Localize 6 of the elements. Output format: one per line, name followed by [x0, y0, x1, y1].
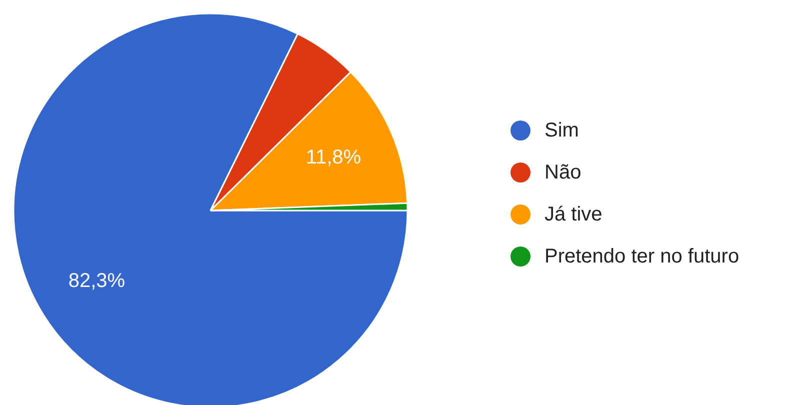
data-label: 11,8%	[306, 146, 362, 168]
legend-label: Não	[544, 162, 582, 184]
legend-label: Já tive	[544, 204, 602, 226]
legend-label: Pretendo ter no futuro	[544, 246, 740, 268]
legend-label: Sim	[544, 120, 579, 142]
data-label: 82,3%	[68, 270, 126, 292]
